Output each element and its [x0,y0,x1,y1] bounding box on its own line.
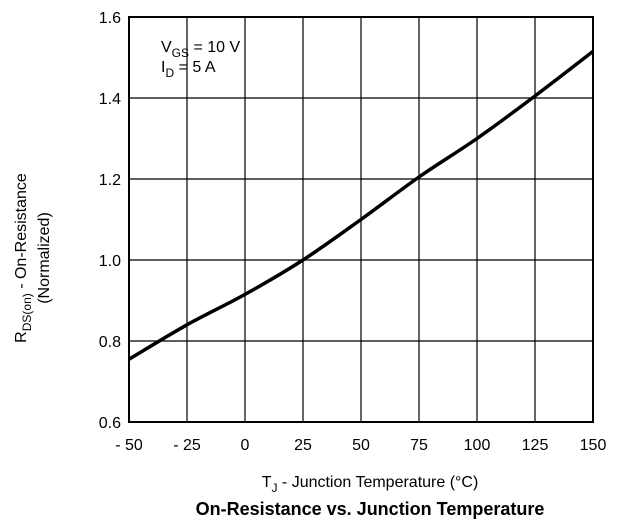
y-axis-label-line2: (Normalized) [36,212,53,304]
y-tick-label: 1.2 [99,172,121,189]
annotation-line: VGS = 10 V [161,39,240,60]
chart-title: On-Resistance vs. Junction Temperature [196,499,545,519]
x-tick-label: 150 [580,437,607,454]
y-tick-labels: 0.6 0.8 1.0 1.2 1.4 1.6 [99,10,121,432]
x-tick-label: - 50 [115,437,143,454]
plot-frame [128,16,594,423]
x-tick-label: 125 [522,437,549,454]
x-tick-label: 0 [241,437,250,454]
x-tick-label: - 25 [173,437,201,454]
annotation-line: ID = 5 A [161,59,216,80]
y-axis-label: RDS(on) - On-Resistance (Normalized) [13,173,53,343]
y-tick-label: 0.6 [99,415,121,432]
condition-annotation: VGS = 10 VID = 5 A [161,39,240,80]
series-line [128,50,595,361]
y-tick-label: 1.0 [99,253,121,270]
y-tick-label: 1.6 [99,10,121,27]
y-tick-label: 1.4 [99,91,121,108]
x-tick-label: 50 [352,437,370,454]
x-tick-labels: - 50 - 25 0 25 50 75 100 125 150 [115,437,606,454]
x-tick-label: 75 [410,437,428,454]
y-tick-label: 0.8 [99,334,121,351]
x-tick-label: 100 [464,437,491,454]
x-axis-label: TJ - Junction Temperature (°C) [262,474,479,495]
series-layer [128,50,595,361]
y-axis-label-line1: RDS(on) - On-Resistance [13,173,34,343]
x-tick-label: 25 [294,437,312,454]
